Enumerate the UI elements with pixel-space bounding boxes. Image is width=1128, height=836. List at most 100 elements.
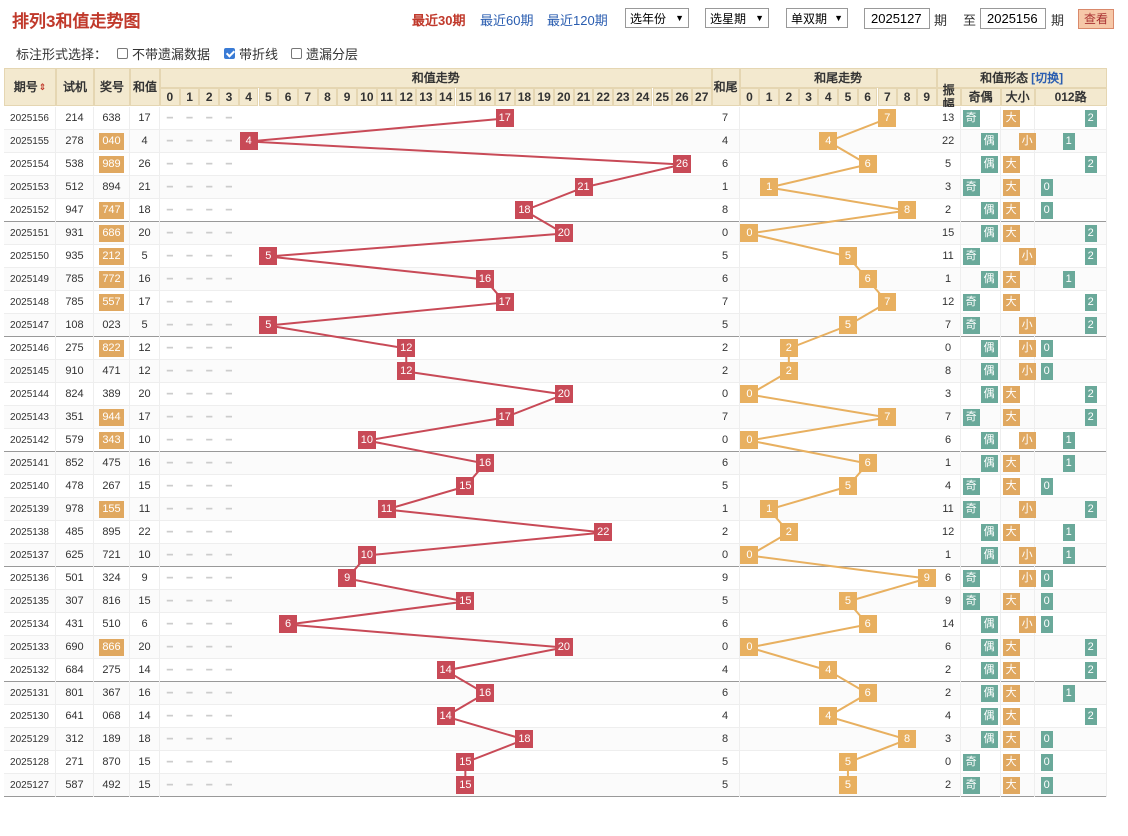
from-issue-input[interactable]: 2025127 xyxy=(864,8,930,29)
omission-cell: ━ xyxy=(166,366,173,377)
size-badge: 小 xyxy=(1018,432,1036,449)
sort-icon[interactable]: ⇕ xyxy=(38,82,47,92)
option-polyline[interactable]: 带折线 xyxy=(224,44,278,63)
omission-cell xyxy=(692,314,712,337)
omission-cell xyxy=(416,613,436,636)
odd-even-cell: 偶 xyxy=(961,705,1001,728)
omission-cell: ━ xyxy=(186,343,193,354)
query-button[interactable]: 查看 xyxy=(1078,9,1114,29)
omission-cell: ━ xyxy=(166,205,173,216)
tail-cell: 7 xyxy=(712,107,740,130)
size-badge: 大 xyxy=(1002,593,1020,610)
option-layered[interactable]: 遗漏分层 xyxy=(291,44,358,63)
tail-mark: 7 xyxy=(878,293,897,311)
omission-cell xyxy=(672,176,692,199)
omission-cell xyxy=(554,498,574,521)
recent-60-link[interactable]: 最近60期 xyxy=(480,13,534,28)
omission-cell xyxy=(495,498,515,521)
omission-cell xyxy=(416,452,436,475)
parity-select[interactable]: 单双期 ▼ xyxy=(786,8,848,28)
omission-cell: ━ xyxy=(206,504,213,515)
table-row: 2025152 947 747 18 ━ ━ ━ ━ 18 8 8 2 偶大 0 xyxy=(4,199,1107,222)
recent-30-link[interactable]: 最近30期 xyxy=(412,13,466,28)
odd-even-badge: 奇 xyxy=(962,110,980,127)
omission-cell xyxy=(495,314,515,337)
omission-cell xyxy=(456,383,476,406)
omission-cell xyxy=(416,107,436,130)
omission-cell: ━ xyxy=(166,780,173,791)
omission-cell: ━ xyxy=(206,435,213,446)
omission-cell xyxy=(613,222,633,245)
size-badge: 小 xyxy=(1018,340,1036,357)
omission-cell: ━ xyxy=(225,343,232,354)
odd-even-badge: 偶 xyxy=(980,708,998,725)
to-issue-input[interactable]: 2025156 xyxy=(980,8,1046,29)
odd-even-cell: 偶 xyxy=(961,383,1001,406)
recent-120-link[interactable]: 最近120期 xyxy=(547,13,608,28)
omission-cell xyxy=(672,406,692,429)
sum-cell: 15 xyxy=(130,590,160,613)
checkbox-layered[interactable] xyxy=(291,48,302,59)
omission-cell: ━ xyxy=(225,711,232,722)
weekday-select[interactable]: 选星期 ▼ xyxy=(705,8,769,28)
issue-header[interactable]: 期号 ⇕ xyxy=(4,68,56,106)
omission-cell xyxy=(298,682,318,705)
odd-even-cell: 偶 xyxy=(961,222,1001,245)
size-cell: 大 xyxy=(1001,268,1035,291)
tail-mark: 2 xyxy=(779,362,798,380)
omission-cell xyxy=(239,153,259,176)
table-row: 2025137 625 721 10 ━ ━ ━ ━ 10 0 0 1 偶小 1 xyxy=(4,544,1107,567)
sum-col-10: 10 xyxy=(357,88,377,106)
prize-badge: 343 xyxy=(99,432,124,449)
omission-cell xyxy=(495,360,515,383)
omission-cell xyxy=(377,682,397,705)
checkbox-polyline[interactable] xyxy=(224,48,235,59)
omission-cell xyxy=(653,107,673,130)
omission-cell xyxy=(456,222,476,245)
omission-cell: ━ xyxy=(166,619,173,630)
trial-cell: 625 xyxy=(56,544,94,567)
omission-cell: ━ xyxy=(166,159,173,170)
omission-cell xyxy=(259,429,279,452)
omission-cell xyxy=(357,107,377,130)
omission-cell: ━ xyxy=(225,757,232,768)
omission-cell xyxy=(593,682,613,705)
prize-cell: 189 xyxy=(94,728,130,751)
omission-cell xyxy=(515,613,535,636)
omission-cell xyxy=(692,475,712,498)
omission-cell xyxy=(475,199,495,222)
omission-cell xyxy=(554,291,574,314)
odd-even-badge: 偶 xyxy=(980,133,998,150)
omission-cell: ━ xyxy=(225,665,232,676)
omission-cell xyxy=(318,268,338,291)
sum-col-15: 15 xyxy=(455,88,476,106)
road-cell: 0 xyxy=(1035,728,1107,751)
omission-cell xyxy=(554,682,574,705)
size-cell: 大 xyxy=(1001,383,1035,406)
switch-link[interactable]: [切换] xyxy=(1031,71,1064,85)
tail-mark: 5 xyxy=(838,776,857,794)
omission-cell xyxy=(613,107,633,130)
sum-col-19: 19 xyxy=(534,88,554,106)
sum-col-0: 0 xyxy=(160,88,180,106)
odd-even-cell: 奇 xyxy=(961,291,1001,314)
omission-cell xyxy=(259,199,279,222)
road-badge: 2 xyxy=(1084,248,1097,265)
odd-even-badge: 偶 xyxy=(980,432,998,449)
omission-cell xyxy=(298,567,318,590)
sum-col-21: 21 xyxy=(573,88,594,106)
trial-cell: 512 xyxy=(56,176,94,199)
omission-cell xyxy=(534,590,554,613)
year-select[interactable]: 选年份 ▼ xyxy=(625,8,689,28)
omission-cell xyxy=(259,567,279,590)
omission-cell xyxy=(515,406,535,429)
amp-cell: 9 xyxy=(937,590,961,613)
omission-cell xyxy=(593,199,613,222)
omission-cell: ━ xyxy=(166,481,173,492)
checkbox-no-omission[interactable] xyxy=(117,48,128,59)
prize-header: 奖号 xyxy=(94,68,130,106)
omission-cell: ━ xyxy=(206,159,213,170)
omission-cell: ━ xyxy=(206,274,213,285)
option-no-omission[interactable]: 不带遗漏数据 xyxy=(117,44,210,63)
omission-cell xyxy=(534,521,554,544)
